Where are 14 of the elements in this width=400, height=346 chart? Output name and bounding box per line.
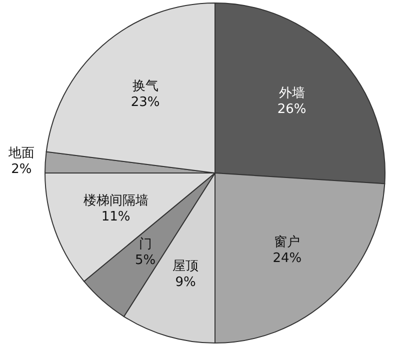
data-label: 9% xyxy=(175,275,196,290)
data-label: 24% xyxy=(272,250,302,266)
slice-label: 门 xyxy=(138,236,152,252)
data-label: 2% xyxy=(11,162,32,177)
data-label: 26% xyxy=(277,102,306,117)
slice-label: 楼梯间隔墙 xyxy=(83,194,148,209)
data-label: 11% xyxy=(101,210,130,225)
slice-label: 屋顶 xyxy=(172,259,199,274)
slice-label: 外墙 xyxy=(278,86,305,101)
slice-label: 窗户 xyxy=(274,234,300,250)
slice-label: 换气 xyxy=(132,78,158,94)
slice-label: 地面 xyxy=(7,146,34,161)
data-label: 5% xyxy=(134,253,156,268)
data-label: 23% xyxy=(130,94,160,110)
